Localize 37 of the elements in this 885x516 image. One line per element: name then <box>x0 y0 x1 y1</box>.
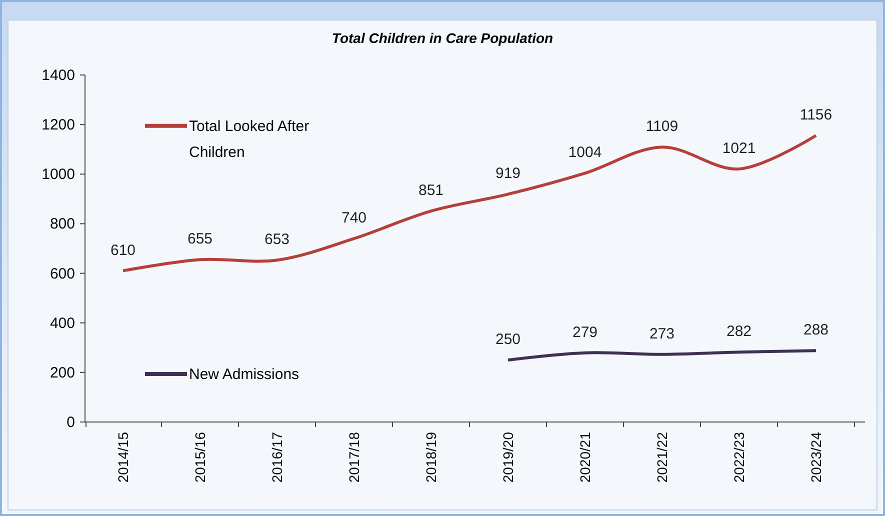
data-label: 273 <box>649 325 675 342</box>
x-tick-label: 2017/18 <box>346 432 362 483</box>
data-label: 655 <box>187 230 213 248</box>
y-tick-label: 800 <box>50 216 75 233</box>
x-tick-label: 2015/16 <box>192 432 208 483</box>
data-label: 288 <box>803 322 829 339</box>
legend-label: Total Looked After Children <box>189 118 310 161</box>
y-tick-label: 0 <box>66 414 75 431</box>
legend-label: New Admissions <box>189 366 300 383</box>
data-label: 279 <box>572 324 598 341</box>
y-tick-label: 200 <box>50 364 75 382</box>
line-series <box>506 349 818 362</box>
x-tick-label: 2022/23 <box>731 432 747 483</box>
data-label: 740 <box>341 210 367 227</box>
chart-title: Total Children in Care Population <box>332 30 554 46</box>
data-label: 919 <box>495 165 521 182</box>
data-label: 610 <box>110 242 136 259</box>
y-tick-label: 1400 <box>42 67 75 84</box>
data-label: 851 <box>418 182 444 200</box>
y-tick-label: 400 <box>50 314 75 332</box>
y-tick-label: 1000 <box>42 166 75 184</box>
data-label: 1021 <box>722 140 756 157</box>
data-label: 250 <box>495 331 521 348</box>
data-label: 1004 <box>568 144 602 162</box>
x-tick-label: 2016/17 <box>269 432 285 483</box>
x-tick-label: 2020/21 <box>577 432 593 483</box>
y-tick-label: 1200 <box>42 116 75 134</box>
x-tick-label: 2018/19 <box>423 432 439 483</box>
data-label: 653 <box>264 231 290 248</box>
x-tick-label: 2019/20 <box>500 432 516 483</box>
x-tick-label: 2023/24 <box>808 432 824 483</box>
x-tick-label: 2021/22 <box>654 432 670 483</box>
data-label: 1156 <box>800 106 832 124</box>
x-tick-label: 2014/15 <box>115 432 131 483</box>
data-label: 1109 <box>646 118 678 136</box>
data-label: 282 <box>726 323 752 340</box>
y-tick-label: 600 <box>50 265 75 282</box>
